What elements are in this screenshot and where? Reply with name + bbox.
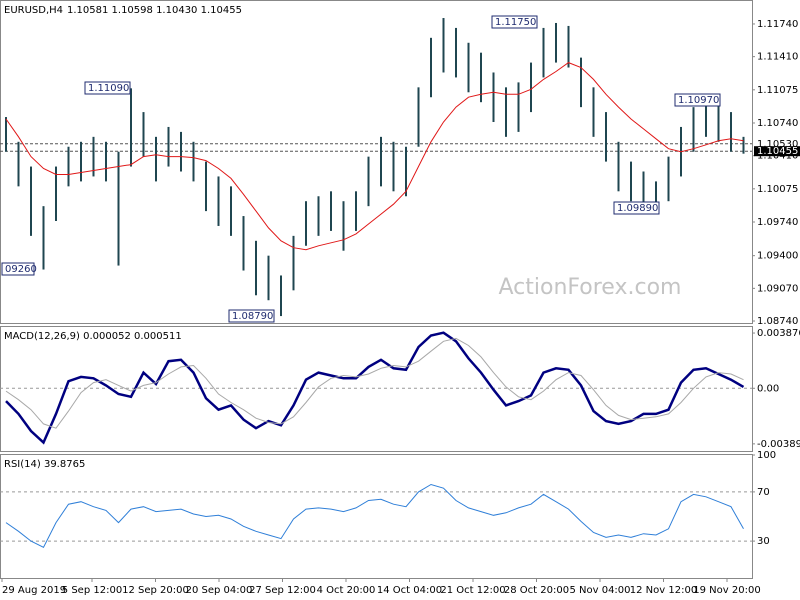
macd-panel — [0, 326, 753, 452]
y-tick-label: 1.09740 — [757, 217, 798, 228]
chart-title: EURUSD,H4 — [4, 5, 63, 16]
annotation-box — [228, 309, 275, 323]
y-tick-label: 1.09070 — [757, 283, 798, 294]
annotation-box — [491, 15, 538, 29]
annotation: 1.08790 — [232, 311, 273, 322]
chart-subtitle: 1.10581 1.10598 1.10430 1.10455 — [67, 5, 242, 16]
y-tick-label: 0.00 — [757, 383, 779, 394]
indicator-line — [5, 483, 744, 548]
y-tick-label: 1.11410 — [757, 52, 798, 63]
y-tick-label: -0.003899 — [757, 439, 800, 450]
y-tick-label: 1.08740 — [757, 316, 798, 327]
y-tick-label: 1.11075 — [757, 85, 798, 96]
x-tick-label: 5 Sep 12:00 — [62, 585, 122, 596]
annotation: 09260 — [5, 264, 37, 275]
y-tick-label: 1.10740 — [757, 118, 798, 129]
y-tick-label: 100 — [757, 450, 776, 461]
annotation: 1.11750 — [495, 17, 536, 28]
main-panel — [0, 0, 753, 324]
watermark: ActionForex.com — [499, 275, 682, 300]
y-tick-label: 1.11740 — [757, 19, 798, 30]
x-tick-label: 12 Sep 20:00 — [122, 585, 189, 596]
annotation-box — [1, 262, 35, 276]
y-tick-label: 1.09400 — [757, 251, 798, 262]
x-tick-label: 4 Oct 20:00 — [317, 585, 376, 596]
x-tick-label: 5 Nov 04:00 — [569, 585, 630, 596]
price-label: 1.10455 — [757, 146, 798, 157]
y-tick-label: 0.003876 — [757, 328, 800, 339]
annotation-box — [613, 201, 660, 215]
y-tick-label: 30 — [757, 536, 770, 547]
x-tick-label: 19 Nov 20:00 — [693, 585, 760, 596]
x-tick-label: 27 Sep 12:00 — [249, 585, 316, 596]
x-tick-label: 29 Aug 2019 — [2, 585, 66, 596]
x-tick-label: 28 Oct 20:00 — [504, 585, 569, 596]
rsi-title: RSI(14) 39.8765 — [4, 459, 85, 470]
annotation: 1.11090 — [88, 83, 129, 94]
x-tick-label: 21 Oct 12:00 — [440, 585, 505, 596]
y-tick-label: 1.10075 — [757, 184, 798, 195]
annotation-box — [674, 93, 721, 107]
indicator-line — [5, 337, 744, 429]
price-label-box — [754, 146, 800, 157]
x-tick-label: 12 Nov 12:00 — [630, 585, 697, 596]
annotation: 1.10970 — [678, 95, 719, 106]
rsi-panel — [0, 454, 753, 579]
indicator-line — [5, 331, 745, 445]
x-tick-label: 20 Sep 04:00 — [186, 585, 253, 596]
moving-average — [5, 62, 744, 251]
annotation-box — [84, 81, 131, 95]
x-tick-label: 14 Oct 04:00 — [377, 585, 442, 596]
price-label: 1.10530 — [757, 139, 798, 150]
annotation: 1.09890 — [617, 203, 658, 214]
y-tick-label: 70 — [757, 487, 770, 498]
macd-title: MACD(12,26,9) 0.000052 0.000511 — [4, 331, 182, 342]
